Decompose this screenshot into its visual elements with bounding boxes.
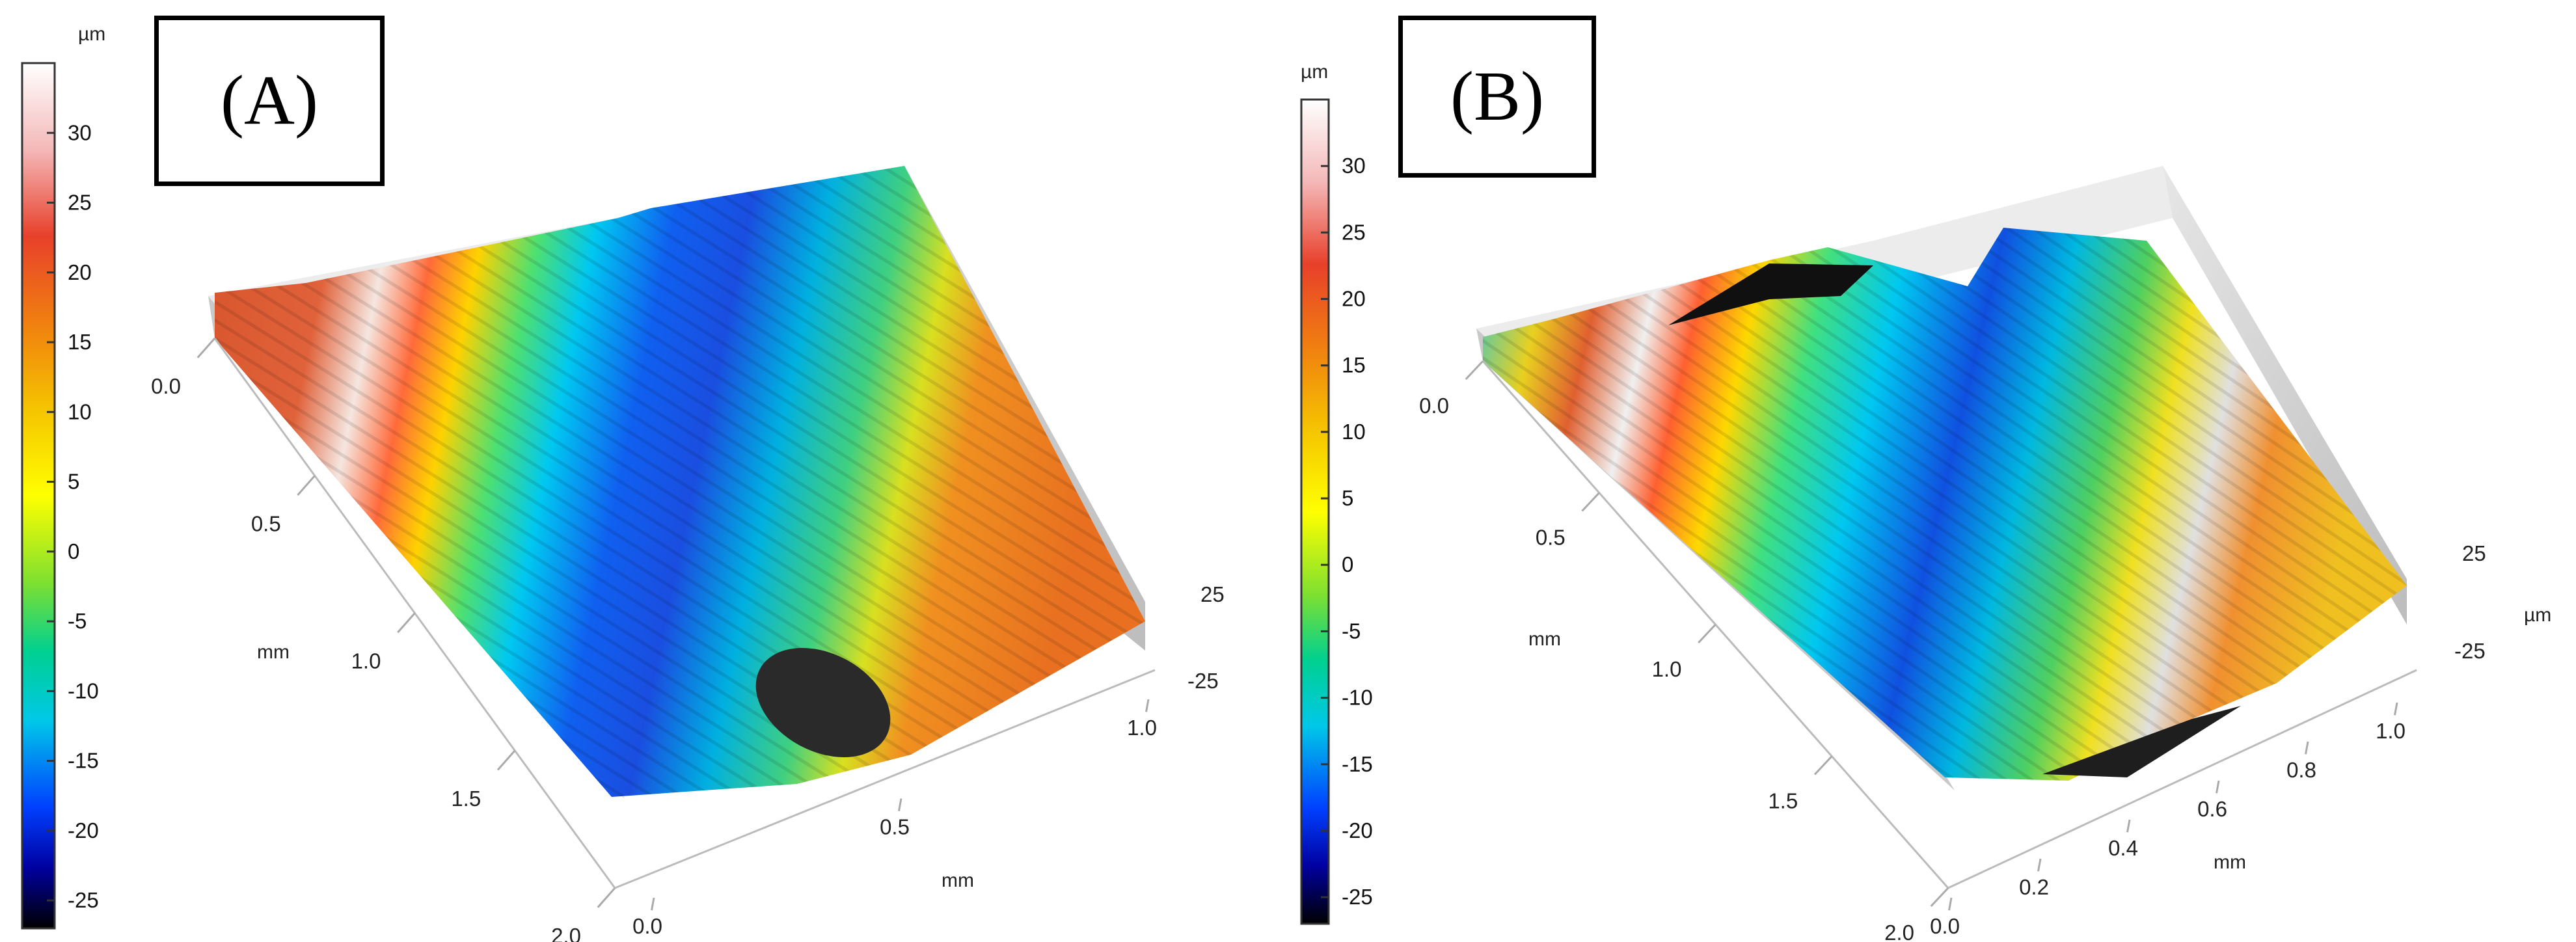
axis-tick-label: 0.0 [1419, 394, 1449, 418]
colorbar-tick-label: -10 [1342, 686, 1373, 710]
height-tick-bottom: -25 [1187, 669, 1219, 693]
axis-tick-label: 0.0 [1930, 914, 1960, 938]
width-ticks: 0.0 0.5 1.0 [632, 699, 1157, 938]
axis-tick-label: 1.0 [1652, 657, 1682, 681]
dark-pit [755, 648, 891, 757]
colorbar-tick-label: 20 [1342, 287, 1366, 311]
panel-b-svg: µm µm 30 25 20 15 10 5 0 -5 -10 -15 -20 -25 0.0 0.5 1… [1300, 61, 2551, 942]
length-ticks: 0.0 0.5 1.0 1.5 2.0 [1419, 360, 1949, 942]
panel-b: µm µm 30 25 20 15 10 5 0 -5 -10 -15 -20 -25 0.0 0.5 1… [1288, 0, 2575, 942]
width-axis [1947, 669, 2417, 889]
axis-tick-mark [1581, 492, 1600, 512]
colorbar-tick-label: -5 [1342, 619, 1361, 643]
colorbar-ticks: 30 25 20 15 10 5 0 -5 -10 -15 -20 -25 [1321, 154, 1373, 909]
colorbar-tick-label: -15 [1342, 752, 1373, 776]
height-tick-top: 25 [2462, 541, 2486, 565]
colorbar-tick-label: 25 [1342, 220, 1366, 244]
panel-label-b: (B) [1398, 16, 1596, 178]
colorbar-tick-label: -10 [68, 679, 99, 703]
colorbar-tick-label: -5 [68, 609, 87, 633]
colorbar-tick-label: 5 [68, 470, 79, 494]
colorbar [1300, 98, 1330, 925]
axis-tick-label: 0.2 [2019, 875, 2049, 899]
length-axis-label: mm [1528, 628, 1561, 650]
colorbar-unit: µm [78, 23, 105, 45]
axis-tick-mark [2037, 858, 2042, 872]
axis-tick-label: 2.0 [551, 924, 581, 942]
axis-tick-mark [1948, 897, 1953, 911]
axis-tick-label: 1.5 [451, 787, 481, 811]
colorbar-tick-label: 10 [68, 399, 92, 424]
axis-tick-label: 0.5 [1536, 526, 1566, 550]
axis-tick-label: 2.0 [1884, 921, 1914, 942]
axis-tick-mark [2394, 702, 2398, 716]
axis-tick-mark [1698, 623, 1716, 644]
colorbar-tick-label: -20 [1342, 818, 1373, 842]
axis-tick-mark [397, 612, 416, 634]
axis-tick-mark [651, 897, 655, 911]
dark-region-bottom [2042, 706, 2241, 777]
panel-a-svg: µm 30 25 20 15 10 5 0 -5 -10 -15 -20 -25 0.0 0.5 1.0 1… [21, 23, 1225, 942]
axis-tick-mark [1145, 699, 1150, 712]
axis-tick-mark [1465, 360, 1484, 381]
axis-tick-mark [898, 798, 902, 812]
axis-tick-label: 0.6 [2197, 797, 2227, 821]
colorbar-tick-label: 20 [68, 260, 92, 284]
axis-tick-mark [2305, 741, 2309, 755]
colorbar-ticks: 30 25 20 15 10 5 0 -5 -10 -15 -20 -25 [47, 120, 99, 912]
colorbar-tick-label: 25 [68, 191, 92, 215]
colorbar-tick-label: 30 [68, 120, 92, 144]
width-axis [614, 669, 1156, 889]
colorbar [21, 62, 56, 930]
width-axis-label: mm [2214, 852, 2246, 873]
axis-tick-label: 0.0 [632, 914, 662, 938]
colorbar-unit: µm [1301, 61, 1328, 83]
colorbar-tick-label: 5 [1342, 486, 1353, 510]
axis-tick-mark [197, 338, 216, 358]
axis-tick-label: 0.5 [880, 815, 910, 839]
colorbar-tick-label: 10 [1342, 420, 1366, 444]
colorbar-tick-label: -20 [68, 818, 99, 842]
panel-a: µm 30 25 20 15 10 5 0 -5 -10 -15 -20 -25 0.0 0.5 1.0 1… [21, 16, 1225, 942]
axis-tick-mark [1813, 755, 1833, 775]
colorbar-tick-label: 15 [68, 330, 92, 354]
colorbar-tick-label: -25 [1342, 885, 1373, 909]
width-ticks: 0.0 0.2 0.4 0.6 0.8 1.0 [1930, 702, 2406, 938]
axis-tick-mark [2126, 819, 2131, 833]
colorbar-tick-label: 30 [1342, 154, 1366, 178]
axis-tick-label: 1.0 [351, 649, 381, 673]
axis-tick-mark [1930, 887, 1949, 908]
colorbar-tick-label: 15 [1342, 353, 1366, 377]
axis-tick-label: 1.5 [1768, 789, 1798, 813]
axis-tick-label: 0.4 [2108, 836, 2138, 860]
axis-tick-label: 0.0 [151, 374, 181, 398]
colorbar-tick-label: -15 [68, 749, 99, 773]
colorbar-tick-label: -25 [68, 888, 99, 912]
height-tick-bottom: -25 [2454, 639, 2486, 663]
length-ticks: 0.0 0.5 1.0 1.5 2.0 [151, 338, 616, 942]
panel-label-a: (A) [154, 16, 385, 186]
axis-tick-label: 1.0 [1127, 716, 1157, 740]
height-axis-label: µm [2524, 604, 2551, 626]
axis-tick-mark [297, 475, 316, 496]
height-tick-top: 25 [1200, 582, 1225, 606]
axis-tick-label: 1.0 [2376, 719, 2406, 743]
axis-tick-mark [597, 887, 616, 908]
surface-texture [215, 166, 1145, 797]
dark-region-top [1668, 263, 1873, 325]
width-axis-label: mm [942, 870, 974, 891]
axis-tick-label: 0.8 [2286, 758, 2316, 782]
axis-tick-mark [496, 749, 516, 771]
colorbar-tick-label: 0 [68, 539, 79, 563]
surface-texture [1483, 228, 2407, 781]
colorbar-tick-label: 0 [1342, 552, 1353, 576]
length-axis-label: mm [257, 641, 290, 663]
axis-tick-mark [2216, 780, 2220, 794]
axis-tick-label: 0.5 [251, 511, 281, 535]
